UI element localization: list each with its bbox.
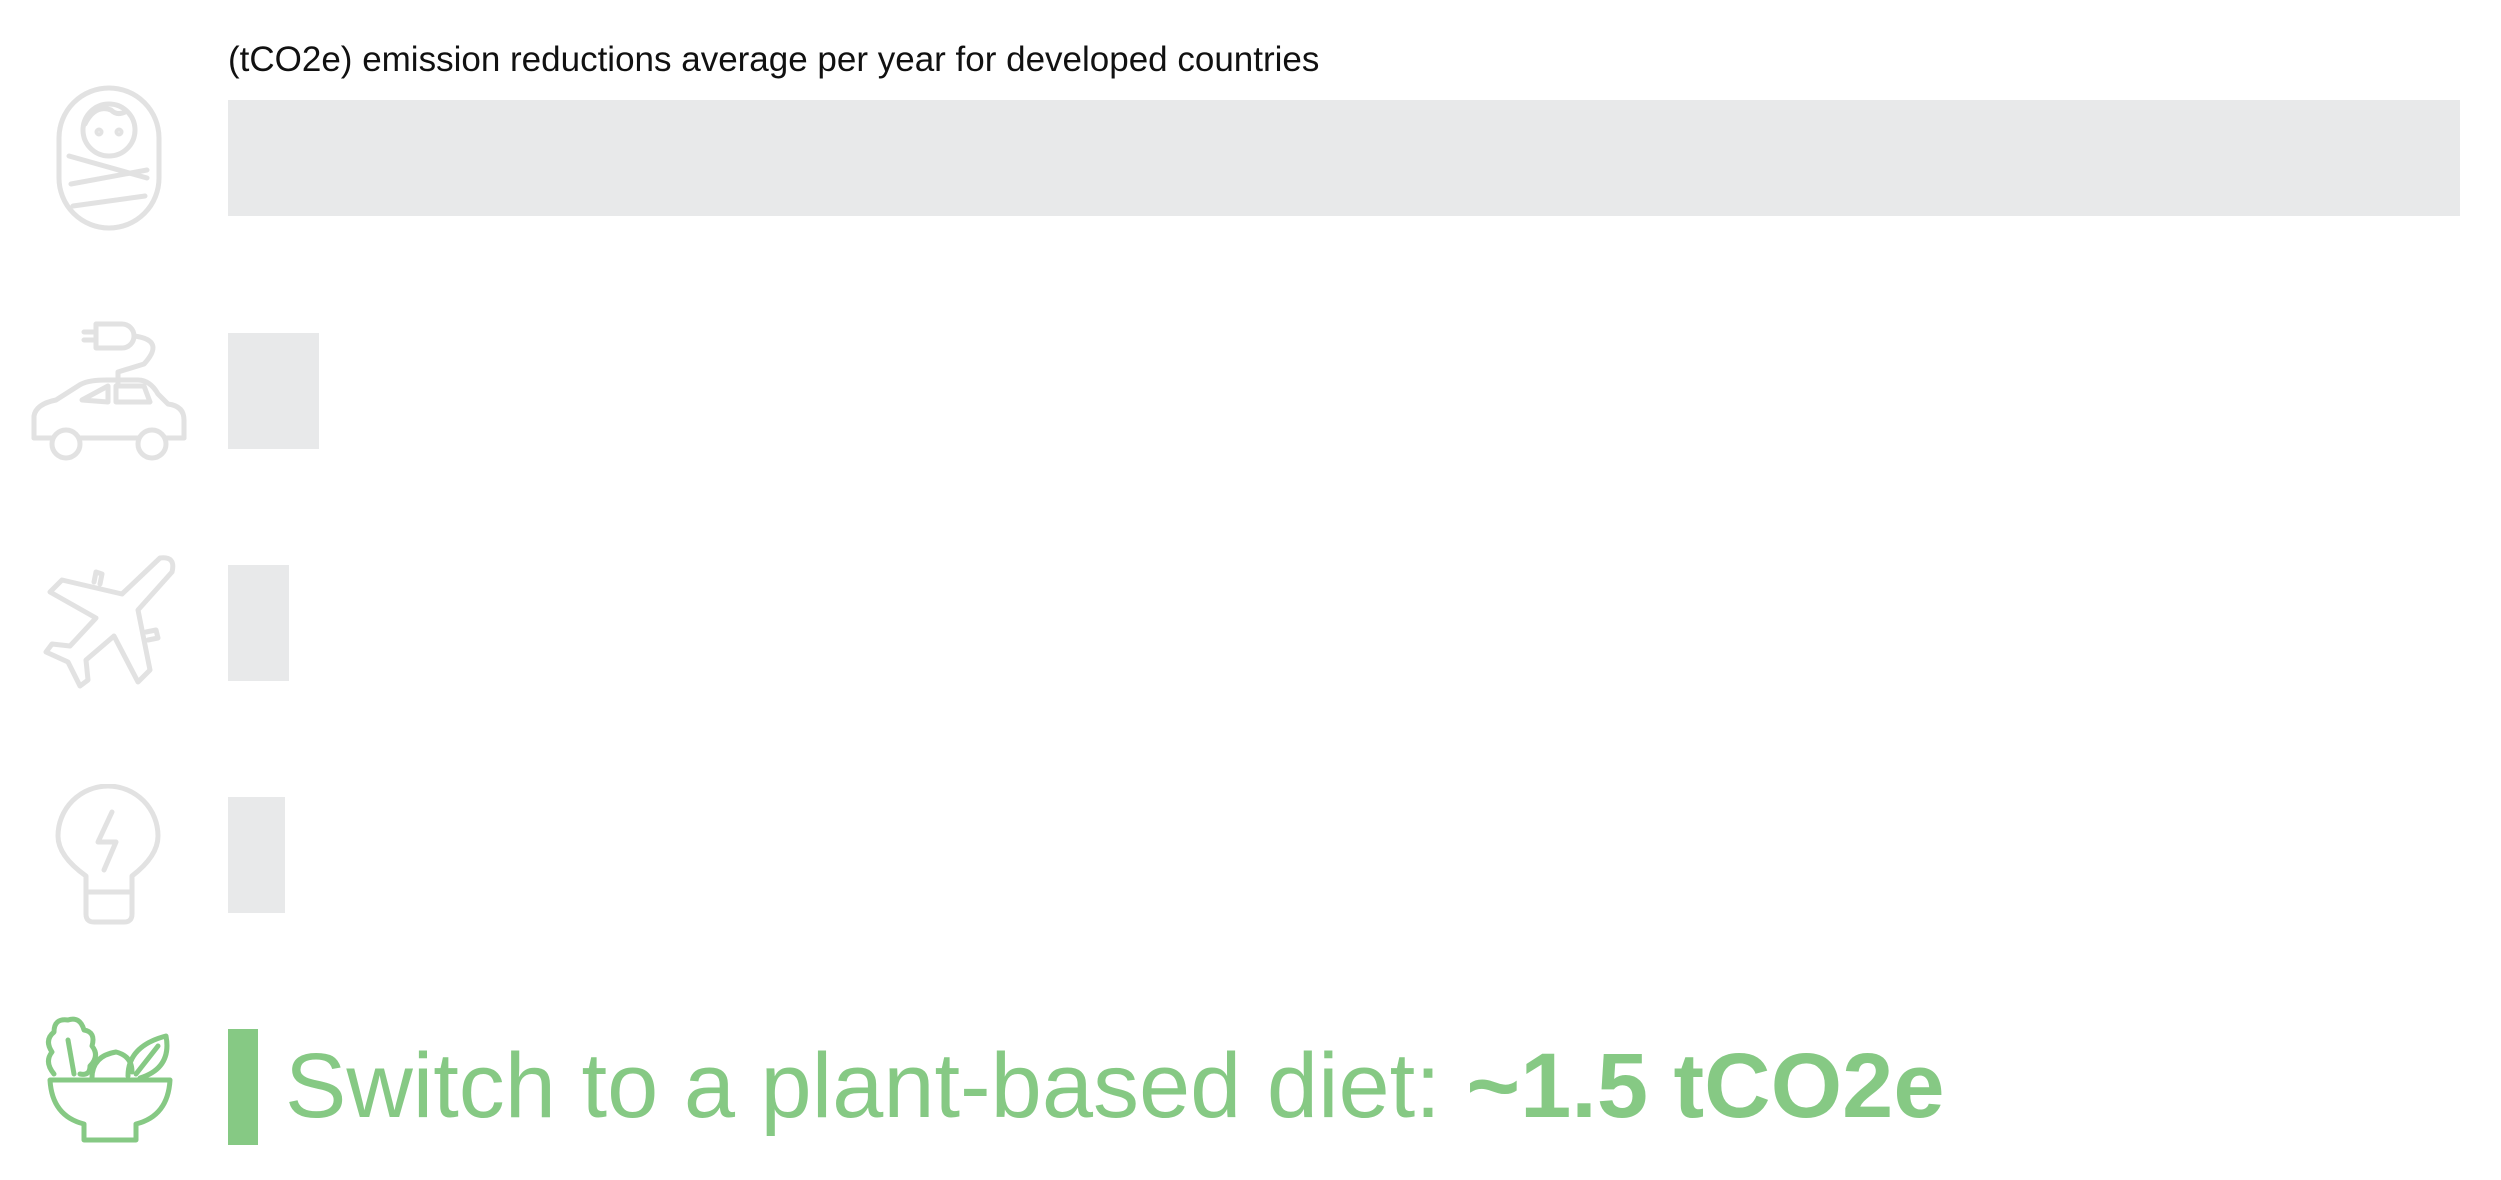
highlight-value: ~1.5 tCO2e	[1466, 1035, 1945, 1137]
bar-electric-car	[228, 333, 319, 449]
bar-baby	[228, 100, 2460, 216]
bar-lightbulb	[228, 797, 285, 913]
bar-airplane	[228, 565, 289, 681]
highlight-text: Switch to a plant-based diet:	[285, 1035, 1467, 1137]
baby-icon	[56, 85, 162, 231]
highlight-label: Switch to a plant-based diet: ~1.5 tCO2e	[285, 1040, 1945, 1132]
electric-car-icon	[31, 321, 187, 461]
lightbulb-icon	[55, 784, 161, 925]
salad-bowl-icon	[46, 1016, 173, 1143]
chart-title: (tCO2e) emission reductions average per …	[228, 40, 1320, 79]
bar-plant-based-diet	[228, 1029, 258, 1145]
airplane-icon	[43, 555, 176, 689]
